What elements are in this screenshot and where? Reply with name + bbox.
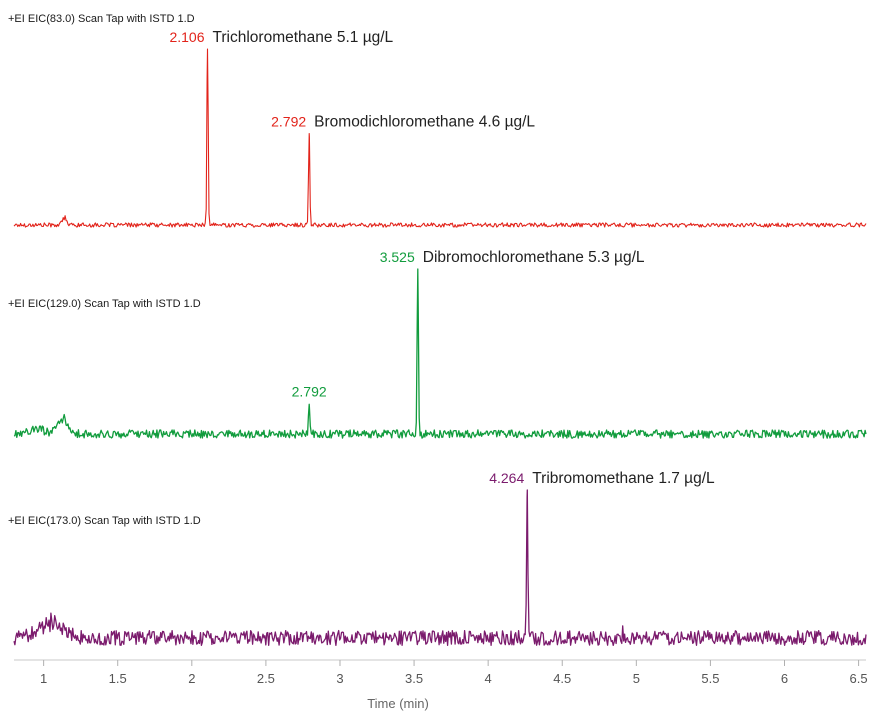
peak-label: 2.792 Bromodichloromethane 4.6 µg/L: [271, 113, 535, 130]
x-tick-label: 3: [336, 671, 343, 686]
trace-title-129: +EI EIC(129.0) Scan Tap with ISTD 1.D: [8, 298, 201, 310]
trace-line-2: [13, 268, 867, 439]
trace-line-3: [13, 489, 867, 647]
x-tick-label: 2.5: [257, 671, 275, 686]
peak-label: 2.792: [292, 383, 327, 399]
peak-label: 3.525 Dibromochloromethane 5.3 µg/L: [380, 249, 645, 266]
x-axis: 1 1.5 2 2.5 3 3.5 4 4.5 5 5.5 6 6.5: [14, 659, 868, 686]
peak-rt-label: 4.264: [489, 470, 524, 486]
x-tick-label: 1: [40, 671, 47, 686]
peak-compound-label: Tribromomethane 1.7 µg/L: [532, 470, 715, 487]
peak-labels-layer: 2.106 Trichloromethane 5.1 µg/L 2.792 Bromo…: [169, 29, 715, 487]
peak-label: 2.106 Trichloromethane 5.1 µg/L: [169, 29, 393, 46]
peak-rt-label: 2.792: [292, 383, 327, 399]
x-tick-label: 6: [781, 671, 788, 686]
peak-compound-label: Bromodichloromethane 4.6 µg/L: [314, 113, 535, 130]
peak-label: 4.264 Tribromomethane 1.7 µg/L: [489, 470, 715, 487]
x-tick-label: 5.5: [701, 671, 719, 686]
x-tick-label: 4.5: [553, 671, 571, 686]
x-tick-label: 5: [633, 671, 640, 686]
peak-compound-label: Trichloromethane 5.1 µg/L: [213, 29, 394, 46]
peak-compound-label: Dibromochloromethane 5.3 µg/L: [423, 249, 645, 266]
x-tick-label: 6.5: [850, 671, 868, 686]
peak-rt-label: 3.525: [380, 249, 415, 265]
x-tick-label: 3.5: [405, 671, 423, 686]
x-tick-label: 2: [188, 671, 195, 686]
x-tick-label: 4: [485, 671, 492, 686]
x-axis-title: Time (min): [367, 696, 429, 711]
trace-title-173: +EI EIC(173.0) Scan Tap with ISTD 1.D: [8, 515, 201, 527]
peak-rt-label: 2.106: [169, 29, 204, 45]
trace-title-83: +EI EIC(83.0) Scan Tap with ISTD 1.D: [8, 13, 195, 25]
trace-line-1: [13, 48, 867, 228]
x-tick-label: 1.5: [109, 671, 127, 686]
traces-layer: [13, 48, 867, 647]
peak-rt-label: 2.792: [271, 113, 306, 129]
